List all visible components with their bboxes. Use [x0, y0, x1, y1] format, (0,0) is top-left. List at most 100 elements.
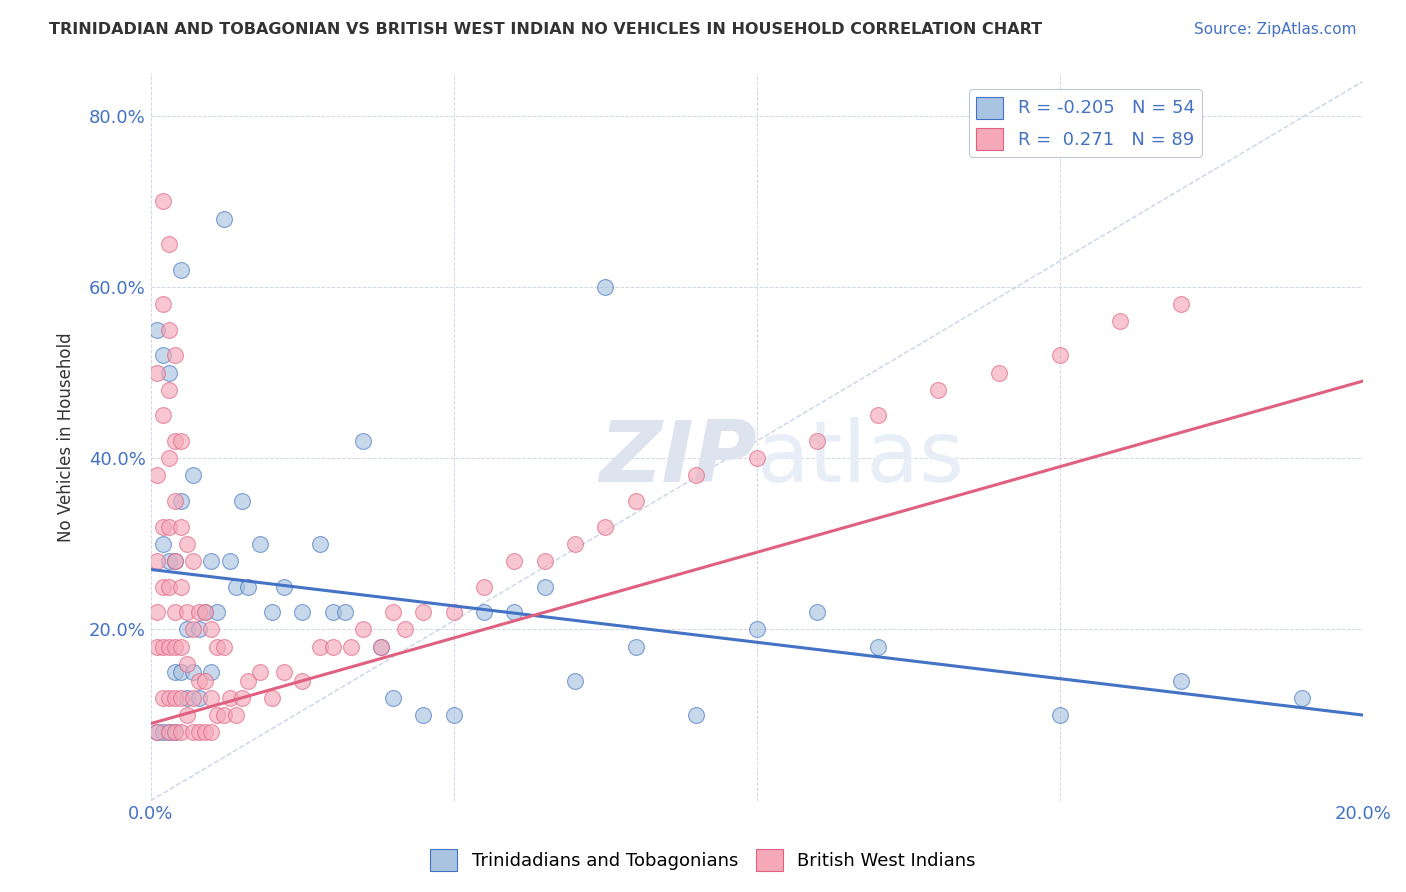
Point	[685, 708, 707, 723]
Point	[163, 640, 186, 654]
Point	[194, 605, 217, 619]
Point	[339, 640, 361, 654]
Y-axis label: No Vehicles in Household: No Vehicles in Household	[58, 332, 75, 541]
Point	[152, 690, 174, 705]
Point	[176, 537, 198, 551]
Point	[181, 690, 204, 705]
Point	[163, 665, 186, 680]
Point	[624, 640, 647, 654]
Legend: Trinidadians and Tobagonians, British West Indians: Trinidadians and Tobagonians, British We…	[423, 842, 983, 879]
Point	[146, 366, 169, 380]
Point	[157, 554, 180, 568]
Point	[181, 623, 204, 637]
Point	[146, 605, 169, 619]
Point	[200, 623, 222, 637]
Point	[188, 673, 211, 688]
Point	[333, 605, 356, 619]
Point	[322, 605, 344, 619]
Point	[745, 451, 768, 466]
Point	[188, 725, 211, 739]
Point	[194, 605, 217, 619]
Point	[188, 690, 211, 705]
Point	[188, 623, 211, 637]
Point	[533, 554, 555, 568]
Point	[472, 580, 495, 594]
Point	[212, 708, 235, 723]
Point	[443, 605, 465, 619]
Point	[157, 323, 180, 337]
Point	[170, 580, 193, 594]
Point	[593, 280, 616, 294]
Point	[207, 708, 229, 723]
Point	[188, 605, 211, 619]
Point	[472, 605, 495, 619]
Point	[163, 349, 186, 363]
Point	[866, 409, 889, 423]
Point	[170, 434, 193, 448]
Point	[176, 708, 198, 723]
Point	[152, 640, 174, 654]
Point	[163, 554, 186, 568]
Point	[443, 708, 465, 723]
Point	[225, 708, 247, 723]
Point	[231, 494, 253, 508]
Text: TRINIDADIAN AND TOBAGONIAN VS BRITISH WEST INDIAN NO VEHICLES IN HOUSEHOLD CORRE: TRINIDADIAN AND TOBAGONIAN VS BRITISH WE…	[49, 22, 1042, 37]
Point	[260, 690, 283, 705]
Point	[170, 263, 193, 277]
Point	[176, 605, 198, 619]
Point	[207, 640, 229, 654]
Point	[152, 349, 174, 363]
Point	[564, 537, 586, 551]
Point	[157, 366, 180, 380]
Point	[291, 605, 314, 619]
Point	[157, 640, 180, 654]
Point	[157, 725, 180, 739]
Point	[412, 708, 434, 723]
Point	[157, 690, 180, 705]
Point	[291, 673, 314, 688]
Point	[249, 665, 271, 680]
Point	[593, 519, 616, 533]
Point	[370, 640, 392, 654]
Point	[170, 494, 193, 508]
Point	[533, 580, 555, 594]
Point	[181, 554, 204, 568]
Point	[1170, 297, 1192, 311]
Point	[218, 554, 240, 568]
Point	[163, 725, 186, 739]
Point	[157, 237, 180, 252]
Point	[231, 690, 253, 705]
Point	[163, 690, 186, 705]
Point	[152, 297, 174, 311]
Point	[309, 537, 332, 551]
Point	[1049, 708, 1071, 723]
Point	[382, 605, 405, 619]
Point	[988, 366, 1011, 380]
Point	[273, 665, 295, 680]
Point	[370, 640, 392, 654]
Point	[146, 640, 169, 654]
Point	[382, 690, 405, 705]
Point	[1109, 314, 1132, 328]
Point	[207, 605, 229, 619]
Point	[1049, 349, 1071, 363]
Point	[200, 665, 222, 680]
Point	[309, 640, 332, 654]
Point	[157, 451, 180, 466]
Point	[152, 580, 174, 594]
Text: atlas: atlas	[756, 417, 965, 500]
Point	[163, 605, 186, 619]
Point	[146, 725, 169, 739]
Point	[503, 605, 526, 619]
Point	[200, 690, 222, 705]
Point	[352, 434, 374, 448]
Point	[273, 580, 295, 594]
Point	[163, 434, 186, 448]
Point	[157, 580, 180, 594]
Point	[170, 725, 193, 739]
Point	[157, 519, 180, 533]
Point	[170, 519, 193, 533]
Point	[236, 673, 259, 688]
Point	[163, 725, 186, 739]
Point	[685, 468, 707, 483]
